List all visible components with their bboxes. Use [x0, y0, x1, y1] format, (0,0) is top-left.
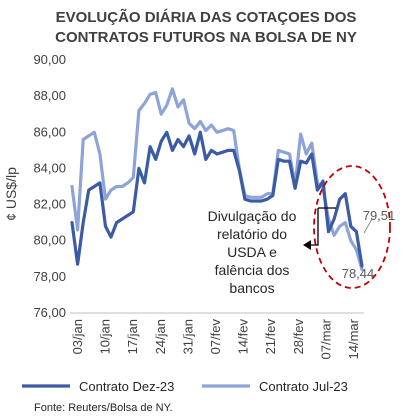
callout-text-line: USDA e: [227, 244, 277, 260]
y-tick-label: 86,00: [33, 124, 66, 139]
annotation: Divulgação do relatório do USDA e falência …: [208, 165, 396, 296]
x-tick-label: 07/fev: [208, 319, 223, 355]
end-label-jul23: 79,51: [363, 208, 396, 223]
x-tick-label: 10/jan: [98, 319, 113, 354]
callout-bracket: [307, 208, 319, 246]
y-axis-label: ¢ US$/lp: [3, 167, 19, 221]
chart-title: EVOLUÇÃO DIÁRIA DAS COTAÇOES DOS CONTRATO…: [55, 8, 357, 46]
x-tick-label: 31/jan: [180, 319, 195, 354]
y-tick-label: 80,00: [33, 233, 66, 248]
x-tick-label: 14/mar: [346, 318, 361, 359]
callout-text-line: relatório do: [217, 226, 287, 242]
series-group: [70, 87, 364, 272]
legend-label: Contrato Dez-23: [79, 379, 174, 394]
callout-text-line: Divulgação do: [208, 208, 297, 224]
x-tick-label: 17/jan: [125, 319, 140, 354]
y-tick-label: 84,00: [33, 160, 66, 175]
callout-text-line: falência dos: [215, 262, 290, 278]
chart-title-line: EVOLUÇÃO DIÁRIA DAS COTAÇOES DOS: [56, 8, 357, 26]
legend-label: Contrato Jul-23: [259, 379, 348, 394]
end-label-dez23: 78,44: [342, 266, 375, 281]
legend: Contrato Dez-23 Contrato Jul-23: [22, 379, 348, 394]
chart-title-line: CONTRATOS FUTUROS NA BOLSA DE NY: [55, 29, 357, 46]
end-label-leader: [363, 218, 373, 234]
x-tick-label: 03/jan: [70, 319, 85, 354]
x-tick-label: 28/fev: [291, 319, 306, 355]
x-tick-label: 14/fev: [236, 319, 251, 355]
x-tick-label: 07/mar: [318, 318, 333, 359]
y-tick-label: 78,00: [33, 269, 66, 284]
y-tick-label: 76,00: [33, 305, 66, 320]
callout-text-line: bancos: [229, 280, 274, 296]
x-tick-label: 24/jan: [153, 319, 168, 354]
x-axis: 03/jan 10/jan 17/jan 24/jan 31/jan 07/fev 14/f…: [70, 312, 364, 359]
y-tick-label: 90,00: [33, 52, 66, 67]
series-line-dez23: [70, 130, 364, 268]
x-tick-label: 21/fev: [263, 319, 278, 355]
callout-arrow-icon: [303, 240, 311, 250]
y-axis: 76,00 78,00 80,00 82,00 84,00 86,00 88,00 90,00: [33, 52, 66, 320]
highlight-ellipse: [313, 165, 391, 289]
y-tick-label: 88,00: [33, 88, 66, 103]
y-tick-label: 82,00: [33, 197, 66, 212]
source-note: Fonte: Reuters/Bolsa de NY.: [34, 402, 173, 414]
